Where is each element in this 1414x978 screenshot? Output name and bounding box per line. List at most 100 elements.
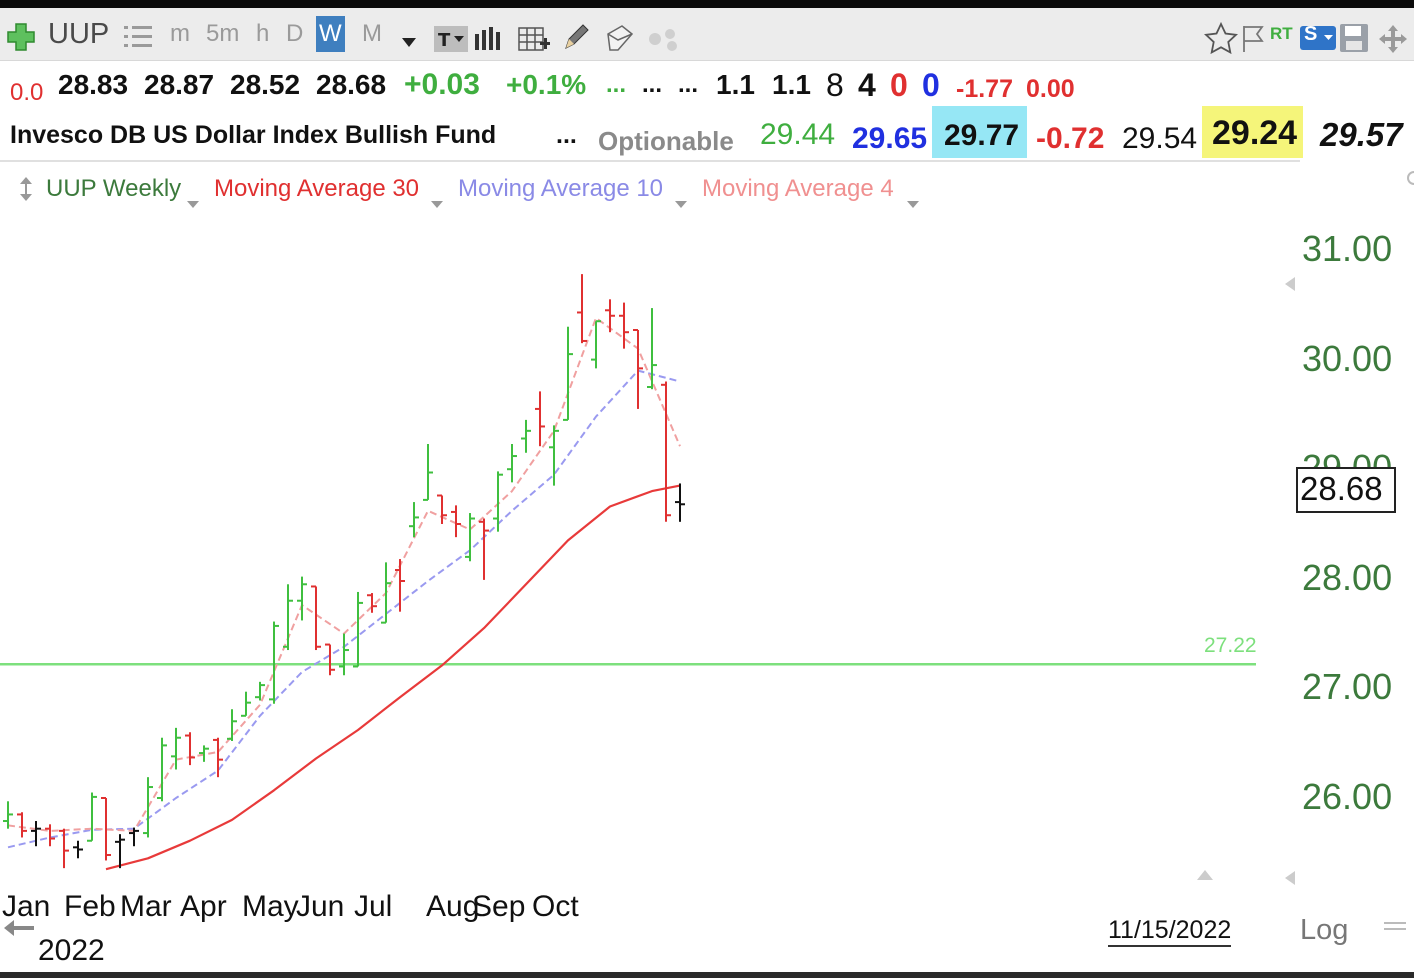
price-bar — [73, 840, 83, 859]
interval-5m[interactable]: 5m — [206, 20, 240, 47]
price-bar — [633, 329, 643, 409]
interval-m-monthly[interactable]: M — [362, 20, 382, 47]
move-icon[interactable] — [1378, 24, 1408, 54]
flag-icon[interactable] — [1240, 24, 1268, 54]
sort-arrows-icon[interactable] — [18, 176, 34, 202]
info-p7: 29.57 — [1320, 116, 1403, 153]
header-divider — [0, 160, 1300, 162]
price-bar — [101, 797, 111, 861]
price-bar — [129, 827, 139, 847]
price-bar — [465, 513, 475, 562]
save-icon[interactable] — [1338, 22, 1370, 54]
quote-n3: 8 — [826, 67, 844, 103]
price-bar — [45, 824, 55, 847]
log-toggle[interactable]: Log — [1300, 914, 1349, 946]
price-bar — [381, 562, 391, 624]
star-icon[interactable] — [1203, 21, 1239, 55]
price-bar — [409, 502, 419, 538]
quote-n8: 0.00 — [1026, 75, 1075, 103]
corner-icon[interactable] — [1404, 168, 1414, 193]
price-bar — [115, 834, 125, 869]
quote-v0: 0.0 — [10, 79, 44, 106]
quote-high: 28.87 — [144, 69, 215, 100]
eraser-icon[interactable] — [604, 24, 636, 52]
y-tick-label: 31.00 — [1302, 228, 1393, 269]
x-tick-label: Oct — [532, 890, 579, 923]
legend-ma10-chevron-icon[interactable] — [674, 185, 688, 219]
legend-ma10[interactable]: Moving Average 10 — [458, 175, 664, 202]
price-bar — [437, 494, 447, 524]
legend-ma4-chevron-icon[interactable] — [906, 185, 920, 219]
scroll-arrows-icon[interactable] — [2, 916, 36, 947]
dots-menu-icon[interactable] — [648, 26, 682, 52]
price-bar — [521, 419, 531, 453]
legend-price[interactable]: UUP Weekly — [46, 175, 182, 202]
chart-toolbar: UUP m 5m h D W M T RT S — [0, 8, 1414, 61]
quote-close: 28.68 — [316, 69, 387, 100]
bar-chart-icon[interactable] — [474, 26, 504, 52]
interval-m[interactable]: m — [170, 20, 190, 47]
bottom-border — [0, 972, 1414, 978]
price-bar — [493, 471, 503, 532]
x-tick-label: Jul — [354, 890, 393, 923]
realtime-label[interactable]: RT — [1270, 24, 1293, 43]
price-bar — [157, 737, 167, 802]
price-bar — [661, 381, 671, 522]
legend-ma30-chevron-icon[interactable] — [430, 185, 444, 219]
drag-handle-icon[interactable] — [124, 24, 154, 50]
indicator-legend: UUP Weekly Moving Average 30 Moving Aver… — [0, 172, 1300, 208]
y-tick-label: 30.00 — [1302, 337, 1393, 379]
price-bar — [619, 302, 629, 349]
x-tick-label: Jun — [296, 890, 345, 923]
title-bar — [0, 0, 1414, 8]
svg-text:T: T — [438, 30, 451, 51]
interval-d[interactable]: D — [286, 20, 304, 47]
quote-change-pct: +0.1% — [506, 69, 587, 100]
chevron-down-icon[interactable] — [400, 36, 418, 48]
add-symbol-icon[interactable] — [6, 22, 36, 52]
current-price-box — [1296, 467, 1396, 513]
y-tick-label: 26.00 — [1302, 776, 1393, 817]
info-p1: 29.44 — [760, 118, 836, 151]
s-menu-icon[interactable] — [1300, 24, 1336, 52]
optionable-label: Optionable — [598, 126, 734, 156]
quote-n2: 1.1 — [772, 69, 811, 100]
ma30-line — [105, 484, 681, 871]
quote-n7: -1.77 — [956, 75, 1013, 103]
scroll-up-icon[interactable] — [1196, 868, 1214, 886]
price-bar — [311, 585, 321, 651]
price-bar — [185, 732, 195, 766]
info-p4: -0.72 — [1036, 122, 1105, 155]
date-label[interactable]: 11/15/2022 — [1108, 916, 1232, 947]
grid-add-icon[interactable] — [518, 26, 550, 54]
price-bar — [479, 518, 489, 580]
s-menu-label[interactable]: S — [1304, 23, 1318, 45]
info-row: Invesco DB US Dollar Index Bullish Fund … — [0, 106, 1414, 158]
legend-ma30[interactable]: Moving Average 30 — [214, 175, 420, 202]
legend-price-chevron-icon[interactable] — [186, 185, 200, 219]
symbol-label[interactable]: UUP — [48, 18, 110, 50]
legend-ma4[interactable]: Moving Average 4 — [702, 175, 894, 202]
scroll-left-icon-upper[interactable] — [1284, 276, 1296, 297]
y-tick-label: 28.00 — [1302, 556, 1393, 598]
price-bar — [451, 505, 461, 538]
x-tick-label: May — [242, 890, 299, 923]
interval-w[interactable]: W — [316, 16, 345, 52]
info-dots: ... — [556, 121, 577, 149]
quote-open: 28.83 — [58, 69, 129, 100]
text-tool-icon[interactable]: T — [434, 26, 468, 52]
interval-h[interactable]: h — [256, 20, 270, 47]
price-bar — [353, 591, 363, 668]
x-tick-label: Mar — [120, 890, 172, 923]
price-bar — [255, 681, 265, 701]
scroll-left-icon-lower[interactable] — [1284, 870, 1296, 891]
level-label: 27.22 — [1204, 634, 1257, 658]
price-bar — [297, 576, 307, 621]
menu-lines-icon[interactable] — [1384, 920, 1406, 941]
price-bar — [563, 326, 573, 421]
pencil-icon[interactable] — [562, 22, 590, 52]
quote-n5: 0 — [890, 67, 908, 103]
price-bar — [423, 443, 433, 501]
price-bar — [269, 621, 279, 704]
